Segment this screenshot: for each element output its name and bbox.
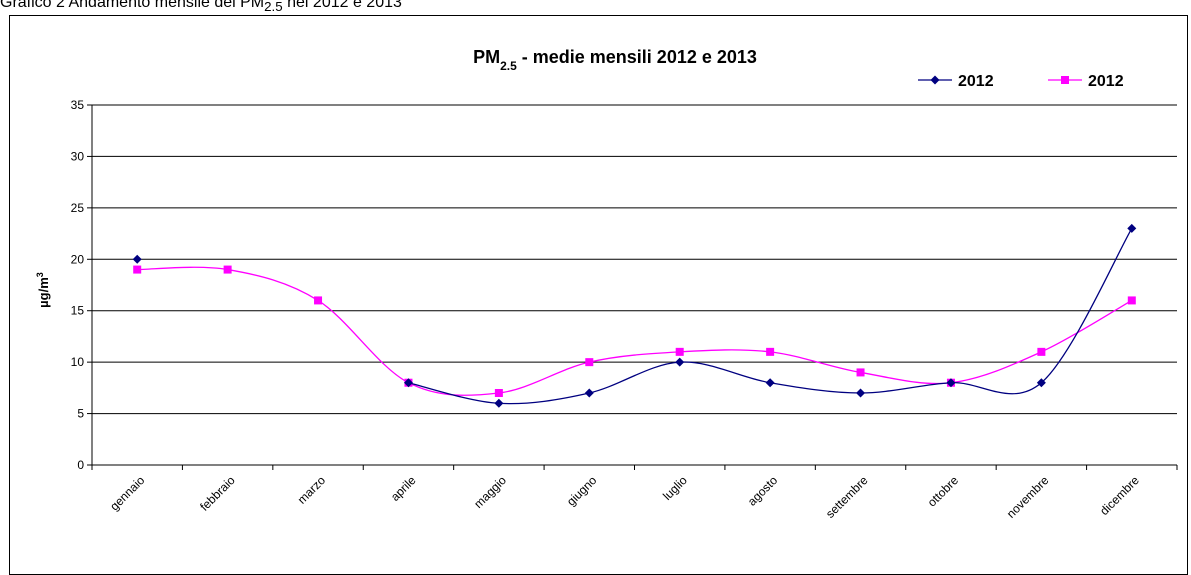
data-point [675,357,685,367]
data-point [132,254,142,264]
y-tick-label: 10 [71,355,85,369]
data-point [766,347,775,356]
series-line [408,228,1133,405]
series-line [137,266,1133,396]
data-point [1037,347,1046,356]
y-tick-label: 30 [71,149,85,163]
legend-marker [1061,76,1069,84]
data-point [1127,296,1136,305]
x-tick-label: agosto [745,473,781,509]
data-point [585,358,594,367]
x-tick-label: aprile [388,473,419,504]
y-tick-label: 0 [77,458,84,472]
data-point [765,378,775,388]
legend: 2012 2012 [918,73,1124,90]
chart-title: PM2.5 - medie mensili 2012 e 2013 [473,47,757,73]
legend-entry-0: 2012 [918,73,994,90]
caption-text: Grafico 2 Andamento mensile del PM2.5 ne… [0,0,402,15]
x-tick-label: ottobre [925,473,962,510]
data-point [133,265,142,274]
data-point [1036,378,1046,388]
data-point [675,347,684,356]
figure-caption: Grafico 2 Andamento mensile del PM2.5 ne… [0,0,402,14]
data-point [856,368,865,377]
y-tick-label: 25 [71,201,85,215]
x-tick-label: giugno [564,473,600,509]
x-tick-label: settembre [823,473,871,521]
data-point [946,378,956,388]
y-axis-label: µg/m3 [35,272,51,308]
x-tick-label: dicembre [1097,473,1142,518]
x-tick-label: febbraio [197,473,238,514]
legend-entry-1: 2012 [1048,73,1124,90]
gridlines [92,104,1177,415]
x-tick-label: maggio [471,473,509,511]
y-tick-labels: 0 5 10 15 20 25 30 35 [71,98,85,472]
series-0 [132,223,1137,408]
series-layer [132,223,1137,408]
x-tick-label: marzo [295,473,329,507]
x-tick-labels: gennaio febbraio marzo aprile maggio giugno lu… [107,473,1142,521]
data-point [314,296,323,305]
data-point [584,388,594,398]
x-tick-label: gennaio [107,473,147,513]
legend-label: 2012 [958,73,994,90]
data-point [494,389,503,397]
data-point [403,378,413,388]
legend-marker [930,75,940,85]
data-point [223,265,232,274]
data-point [494,398,504,408]
x-tick-label: novembre [1004,473,1052,521]
y-tick-label: 5 [77,407,84,421]
line-chart: PM2.5 - medie mensili 2012 e 2013 0 5 10 15… [35,47,1178,521]
legend-label: 2012 [1088,73,1124,90]
y-tick-label: 35 [71,98,85,112]
data-point [1127,223,1137,233]
axes [87,104,1178,470]
y-tick-label: 20 [71,252,85,266]
y-tick-label: 15 [71,304,85,318]
x-tick-label: luglio [660,473,690,503]
data-point [856,388,866,398]
series-1 [133,265,1136,397]
